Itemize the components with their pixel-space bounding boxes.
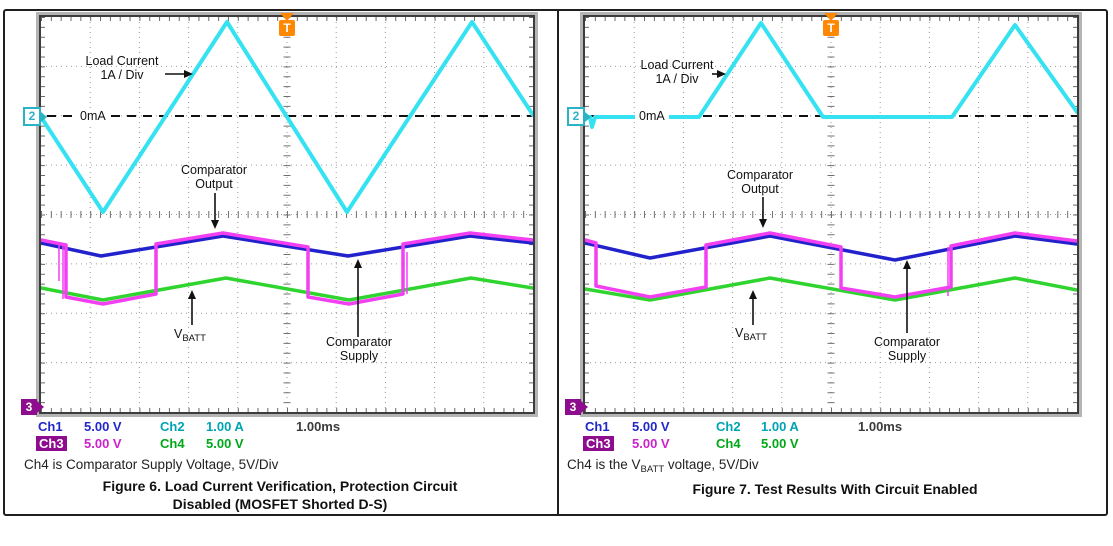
vbatt-label: VBATT xyxy=(735,326,767,343)
scope-plot xyxy=(41,17,533,412)
ch1-trace xyxy=(41,234,533,258)
ch2-ref-marker-nub-icon xyxy=(41,112,47,122)
figure-note: Ch4 is the VBATT voltage, 5V/Div xyxy=(567,457,759,475)
timebase-readout: 1.00ms xyxy=(296,419,341,434)
ch2-ref-marker-nub-icon xyxy=(585,112,591,122)
figure-caption-line1: Figure 6. Load Current Verification, Pro… xyxy=(102,478,458,494)
ch2-scale: 1.00 A xyxy=(206,419,244,434)
comparator-supply-label: Comparator Supply xyxy=(326,335,392,363)
vbatt-label: VBATT xyxy=(174,327,206,344)
ch3-ref-marker-nub-icon xyxy=(581,401,588,413)
ch4-scale: 5.00 V xyxy=(206,436,244,451)
ch4-scale: 5.00 V xyxy=(761,436,799,451)
ch1-scale: 5.00 V xyxy=(632,419,670,434)
annotation-arrowhead-icon xyxy=(903,260,911,269)
ch4-label: Ch4 xyxy=(160,436,185,451)
scope-screen xyxy=(36,12,538,417)
ch2-label: Ch2 xyxy=(160,419,185,434)
ch2-trace xyxy=(41,20,533,214)
comparator-supply-label: Comparator Supply xyxy=(874,335,940,363)
comparator-output-label: Comparator Output xyxy=(181,163,247,191)
annotation-arrowhead-icon xyxy=(211,220,219,229)
trigger-arrow-icon xyxy=(280,13,294,21)
ch2-scale: 1.00 A xyxy=(761,419,799,434)
ch3-ref-marker: 3 xyxy=(21,399,37,415)
timebase-readout: 1.00ms xyxy=(858,419,903,434)
ch4-label: Ch4 xyxy=(716,436,741,451)
zero-ma-label: 0mA xyxy=(76,109,110,123)
ch2-ref-marker: 2 xyxy=(23,107,41,126)
ch3-label: Ch3 xyxy=(36,436,67,451)
scope-graticule xyxy=(583,15,1079,414)
ch3-label: Ch3 xyxy=(583,436,614,451)
load-current-label: Load Current 1A / Div xyxy=(640,58,714,86)
ch3-scale: 5.00 V xyxy=(632,436,670,451)
zero-ma-label: 0mA xyxy=(635,109,669,123)
load-current-label: Load Current 1A / Div xyxy=(85,54,159,82)
ch1-scale: 5.00 V xyxy=(84,419,122,434)
ch1-trace xyxy=(585,234,1077,262)
ch4-trace xyxy=(41,276,533,302)
annotation-arrowhead-icon xyxy=(184,70,193,78)
ch2-label: Ch2 xyxy=(716,419,741,434)
ch1-label: Ch1 xyxy=(585,419,610,434)
ch3-ref-marker: 3 xyxy=(565,399,581,415)
ch3-trace xyxy=(585,231,1077,299)
panel-divider xyxy=(557,9,559,514)
annotation-arrowhead-icon xyxy=(717,70,726,78)
annotation-arrowhead-icon xyxy=(749,290,757,299)
ch3-trace xyxy=(41,231,533,306)
figure-border xyxy=(3,9,1108,516)
ch3-ref-marker-nub-icon xyxy=(37,401,44,413)
comparator-output-label: Comparator Output xyxy=(727,168,793,196)
annotation-arrowhead-icon xyxy=(188,290,196,299)
ch2-ref-marker: 2 xyxy=(567,107,585,126)
trigger-arrow-icon xyxy=(824,13,838,21)
ch4-trace xyxy=(585,276,1077,302)
annotation-arrowhead-icon xyxy=(759,219,767,228)
scope-screen xyxy=(580,12,1082,417)
trigger-marker: T xyxy=(279,20,295,36)
figure-caption-line2: Disabled (MOSFET Shorted D-S) xyxy=(172,496,388,512)
ch3-scale: 5.00 V xyxy=(84,436,122,451)
figure-note: Ch4 is Comparator Supply Voltage, 5V/Div xyxy=(24,457,279,472)
ch1-label: Ch1 xyxy=(38,419,63,434)
ch2-trace xyxy=(585,21,1077,129)
scope-graticule xyxy=(39,15,535,414)
annotation-arrowhead-icon xyxy=(354,259,362,268)
figure-caption-line1: Figure 7. Test Results With Circuit Enab… xyxy=(692,481,978,497)
trigger-marker: T xyxy=(823,20,839,36)
